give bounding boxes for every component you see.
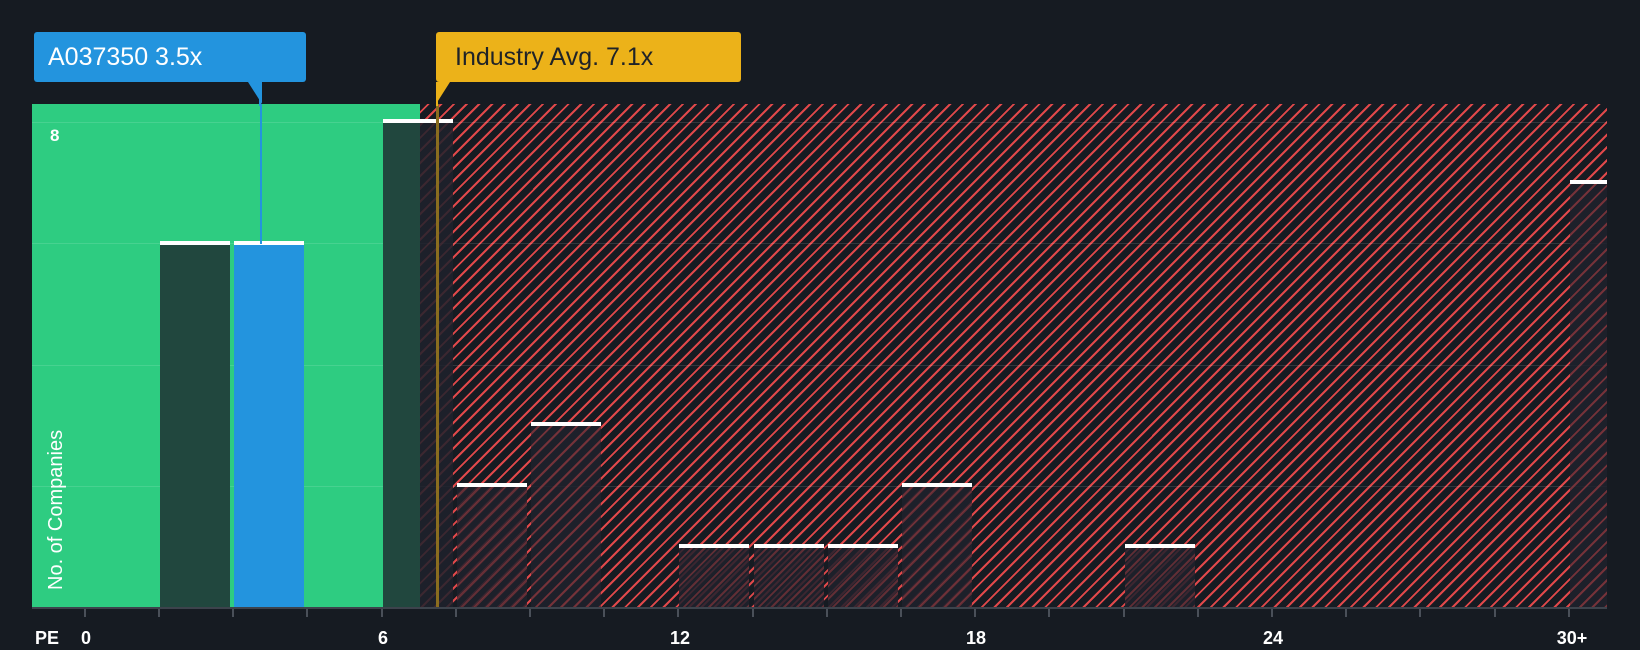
bar-21.0-22.5[interactable]	[1125, 544, 1195, 607]
x-tick	[900, 609, 902, 617]
x-tick	[974, 609, 976, 617]
company-callout-stem	[259, 82, 261, 106]
x-tick	[826, 609, 828, 617]
bar-15.0-16.5[interactable]	[828, 544, 898, 607]
x-tick	[1271, 609, 1273, 617]
bar-9.0-10.5[interactable]	[531, 422, 601, 607]
x-tick	[603, 609, 605, 617]
bar-1.5-3.0[interactable]	[160, 241, 230, 607]
x-tick	[306, 609, 308, 617]
x-tick	[84, 609, 86, 617]
x-tick-label-6: 6	[377, 628, 389, 648]
x-tick	[455, 609, 457, 617]
x-tick	[381, 609, 383, 617]
gridline-6	[32, 243, 1607, 244]
y-axis-title: No. of Companies	[45, 429, 67, 590]
y-tick-8: 8	[50, 126, 60, 145]
industry-avg-marker-line	[436, 104, 439, 607]
bar-12.0-13.5[interactable]	[679, 544, 749, 607]
industry-avg-callout: Industry Avg. 7.1x	[436, 32, 741, 82]
x-tick	[752, 609, 754, 617]
x-tick-label-0: 0	[80, 628, 92, 648]
x-tick	[1345, 609, 1347, 617]
industry-avg-callout-pointer	[436, 82, 450, 104]
industry-avg-callout-stem	[436, 82, 438, 106]
x-axis-line	[32, 607, 1607, 609]
x-tick	[1568, 609, 1570, 617]
x-tick-label-18: 18	[965, 628, 987, 648]
bar-company-3.0-4.5[interactable]	[234, 241, 304, 607]
x-tick	[158, 609, 160, 617]
x-tick	[1123, 609, 1125, 617]
gridline-4	[32, 365, 1607, 366]
x-tick	[232, 609, 234, 617]
x-tick	[529, 609, 531, 617]
x-tick	[1048, 609, 1050, 617]
bar-16.5-18.0[interactable]	[902, 483, 972, 607]
x-tick	[1494, 609, 1496, 617]
x-tick	[1197, 609, 1199, 617]
gridline-8	[32, 122, 1607, 123]
x-tick	[1419, 609, 1421, 617]
x-tick-label-24: 24	[1262, 628, 1284, 648]
company-pe-callout: A037350 3.5x	[34, 32, 306, 82]
x-tick-label-30-plus: 30+	[1556, 628, 1588, 648]
company-callout-pointer	[248, 82, 262, 104]
plot-area: 8	[32, 104, 1607, 607]
bar-30-plus[interactable]	[1570, 180, 1607, 607]
bar-7.5-9.0[interactable]	[457, 483, 527, 607]
x-tick	[677, 609, 679, 617]
bar-6.0-7.5[interactable]	[383, 119, 453, 607]
company-marker-line	[260, 104, 262, 244]
bar-13.5-15.0[interactable]	[754, 544, 824, 607]
x-tick-label-12: 12	[669, 628, 691, 648]
x-axis-title: PE	[35, 628, 60, 648]
gridline-2	[32, 486, 1607, 487]
